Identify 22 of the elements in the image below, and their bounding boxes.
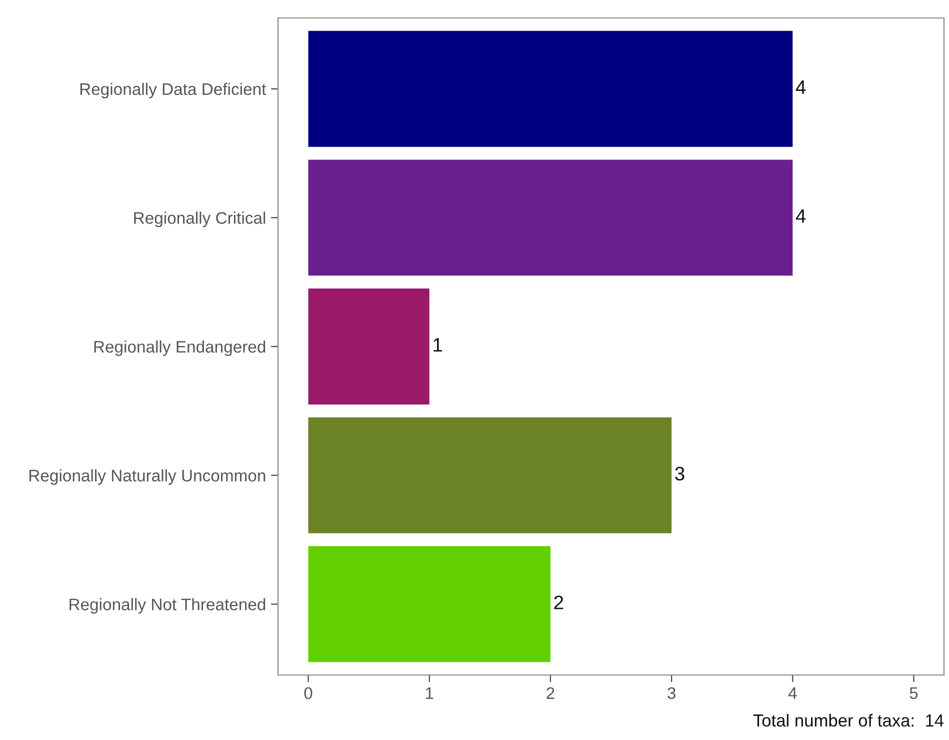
y-tick-label: Regionally Naturally Uncommon bbox=[30, 469, 266, 485]
x-tick-label: 3 bbox=[668, 687, 676, 700]
data-label: 4 bbox=[796, 209, 806, 223]
x-tick-label: 0 bbox=[304, 687, 312, 700]
bar bbox=[308, 417, 672, 534]
data-label: 2 bbox=[554, 596, 564, 610]
y-tick-label: Regionally Not Threatened bbox=[70, 598, 266, 614]
data-label: 3 bbox=[675, 466, 684, 481]
x-tick-label: 1 bbox=[426, 687, 434, 699]
x-tick-label: 4 bbox=[788, 687, 797, 699]
x-tick-label: 5 bbox=[910, 687, 918, 700]
bar bbox=[308, 160, 793, 276]
bar bbox=[308, 30, 793, 147]
y-tick-label: Regionally Data Deficient bbox=[80, 82, 266, 98]
data-label: 1 bbox=[434, 338, 442, 352]
x-tick-label: 2 bbox=[546, 687, 554, 699]
data-label: 4 bbox=[796, 80, 806, 94]
y-tick-label: Regionally Endangered bbox=[94, 340, 266, 356]
bar bbox=[308, 546, 550, 662]
text: Total number of taxa: 14 bbox=[753, 714, 944, 727]
y-tick-label: Regionally Critical bbox=[134, 212, 266, 228]
bar bbox=[308, 288, 430, 404]
